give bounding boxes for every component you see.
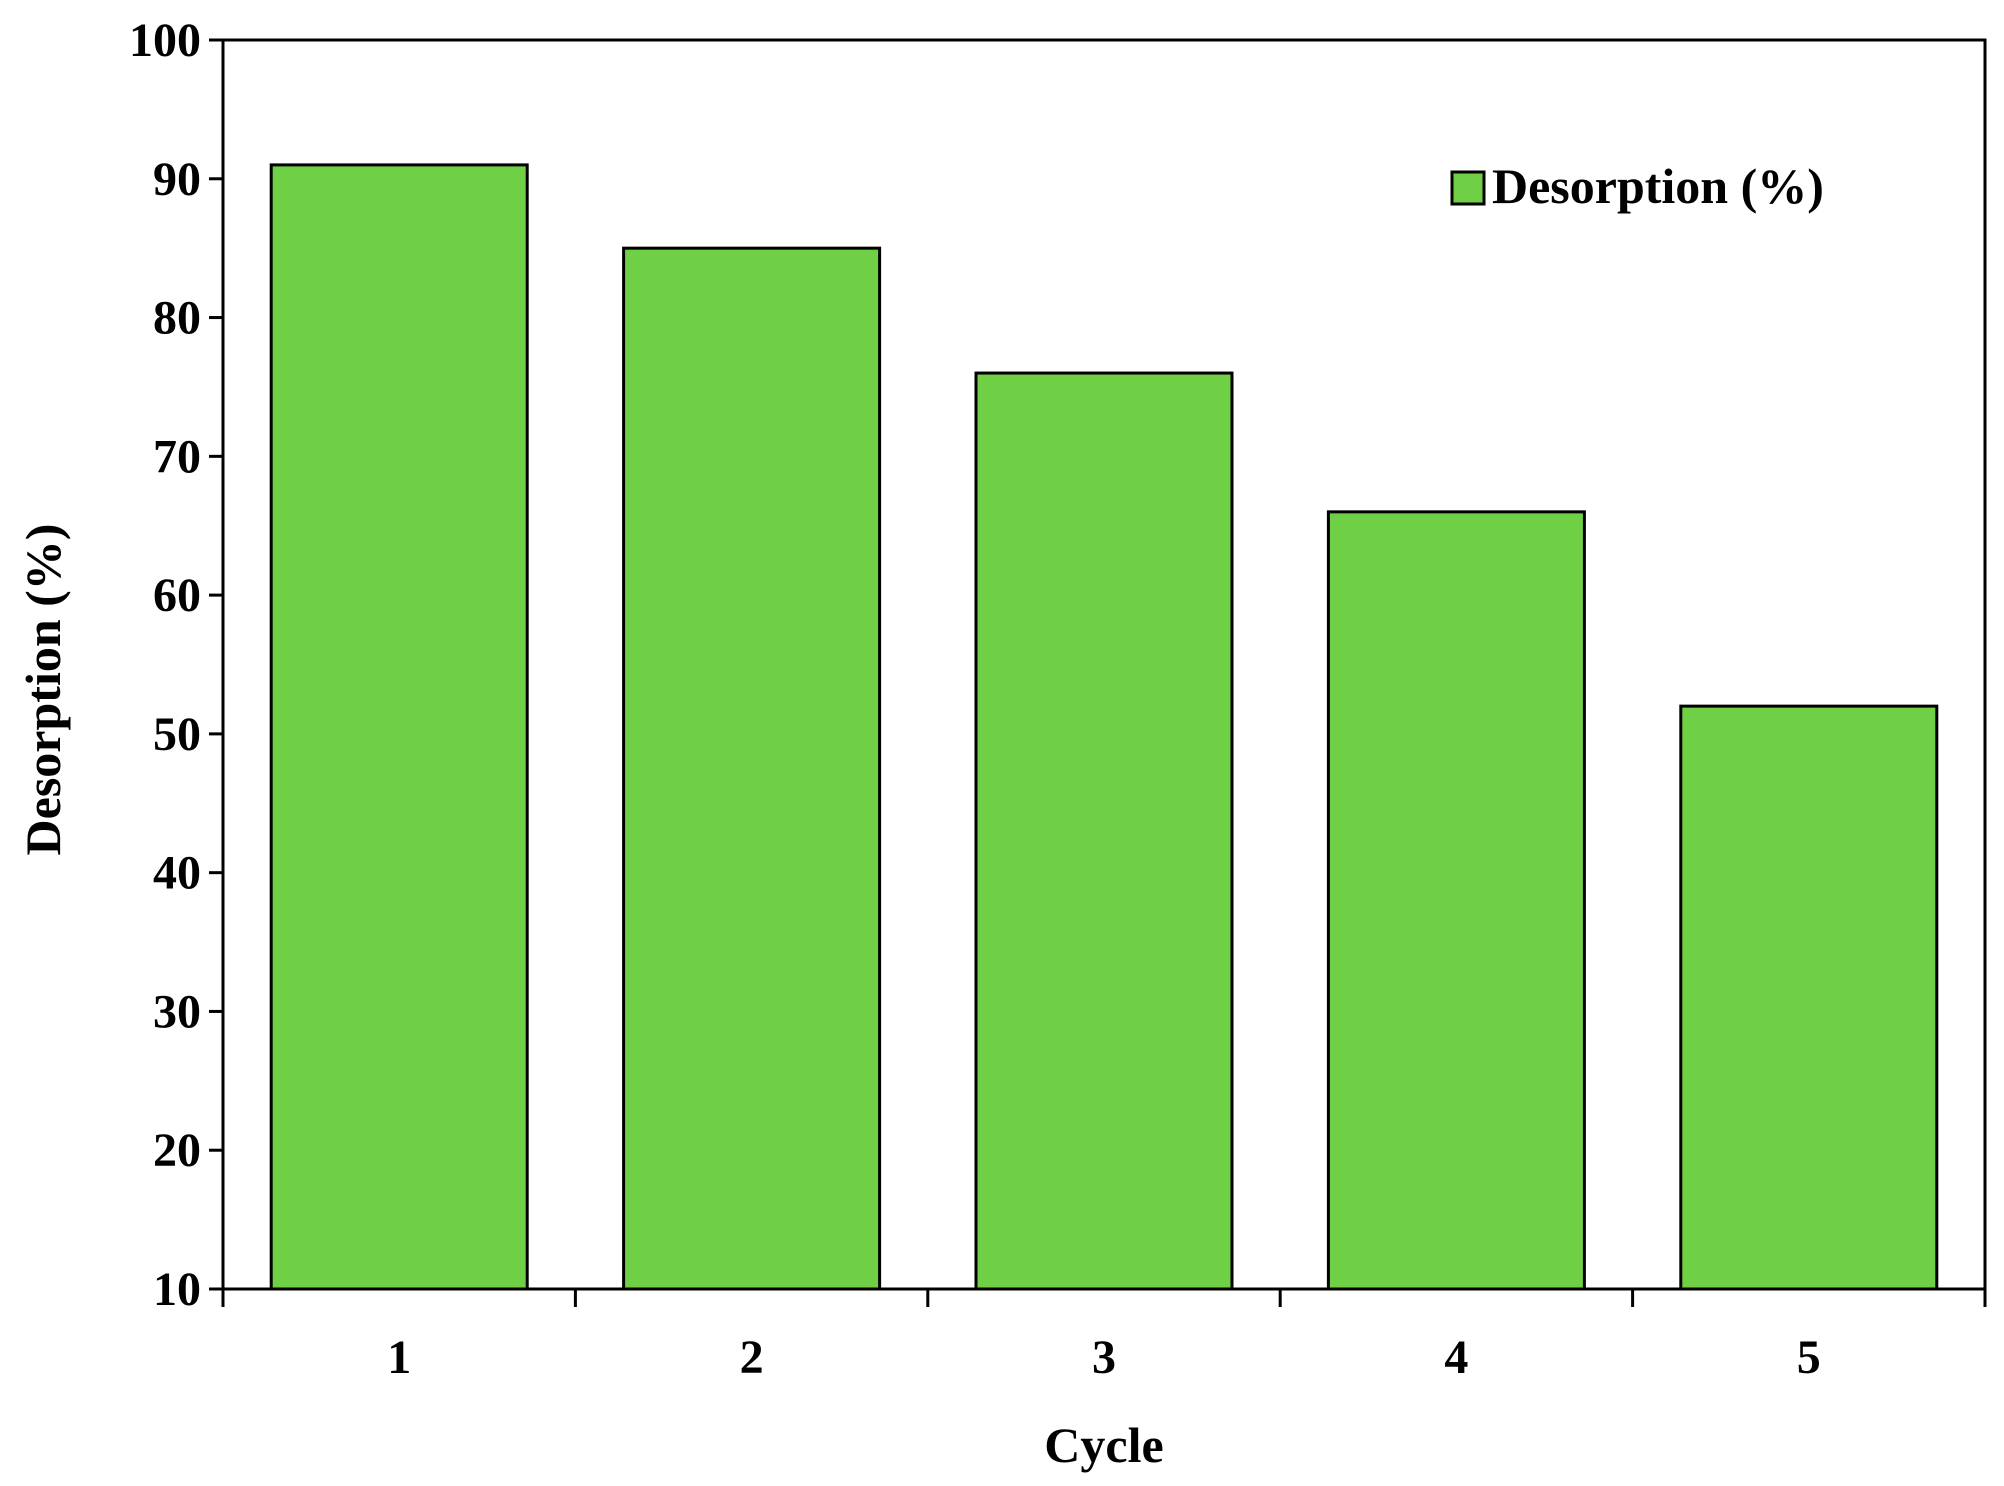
y-tick-label: 10 — [153, 1263, 201, 1316]
bar-cycle-2 — [622, 246, 882, 1291]
x-tick-label: 1 — [387, 1331, 411, 1384]
legend-swatch — [1450, 170, 1486, 206]
y-tick-label: 20 — [153, 1124, 201, 1177]
y-tick-label: 60 — [153, 569, 201, 622]
x-axis-ticks: 1 2 3 4 5 — [221, 1289, 1987, 1384]
y-tick-label: 50 — [153, 708, 201, 761]
x-tick-label: 4 — [1444, 1331, 1468, 1384]
y-tick-label: 30 — [153, 985, 201, 1038]
x-tick-label: 3 — [1092, 1331, 1116, 1384]
x-tick-label: 2 — [740, 1331, 764, 1384]
y-tick-label: 70 — [153, 430, 201, 483]
legend-label: Desorption (%) — [1492, 158, 1824, 214]
bar-cycle-4 — [1326, 510, 1586, 1291]
y-tick-label: 100 — [129, 14, 201, 67]
x-tick-label: 5 — [1797, 1331, 1821, 1384]
y-axis-ticks: 10 20 30 40 50 60 70 80 90 100 — [129, 14, 223, 1316]
y-axis-title: Desorption (%) — [15, 524, 71, 856]
bar-cycle-5 — [1679, 704, 1939, 1291]
y-tick-label: 80 — [153, 292, 201, 345]
bar-cycle-1 — [269, 163, 529, 1291]
y-tick-label: 40 — [153, 847, 201, 900]
x-axis-title: Cycle — [1044, 1417, 1163, 1473]
legend: Desorption (%) — [1450, 158, 1824, 214]
bars-layer — [269, 163, 1939, 1291]
y-tick-label: 90 — [153, 153, 201, 206]
bar-cycle-3 — [974, 371, 1234, 1291]
